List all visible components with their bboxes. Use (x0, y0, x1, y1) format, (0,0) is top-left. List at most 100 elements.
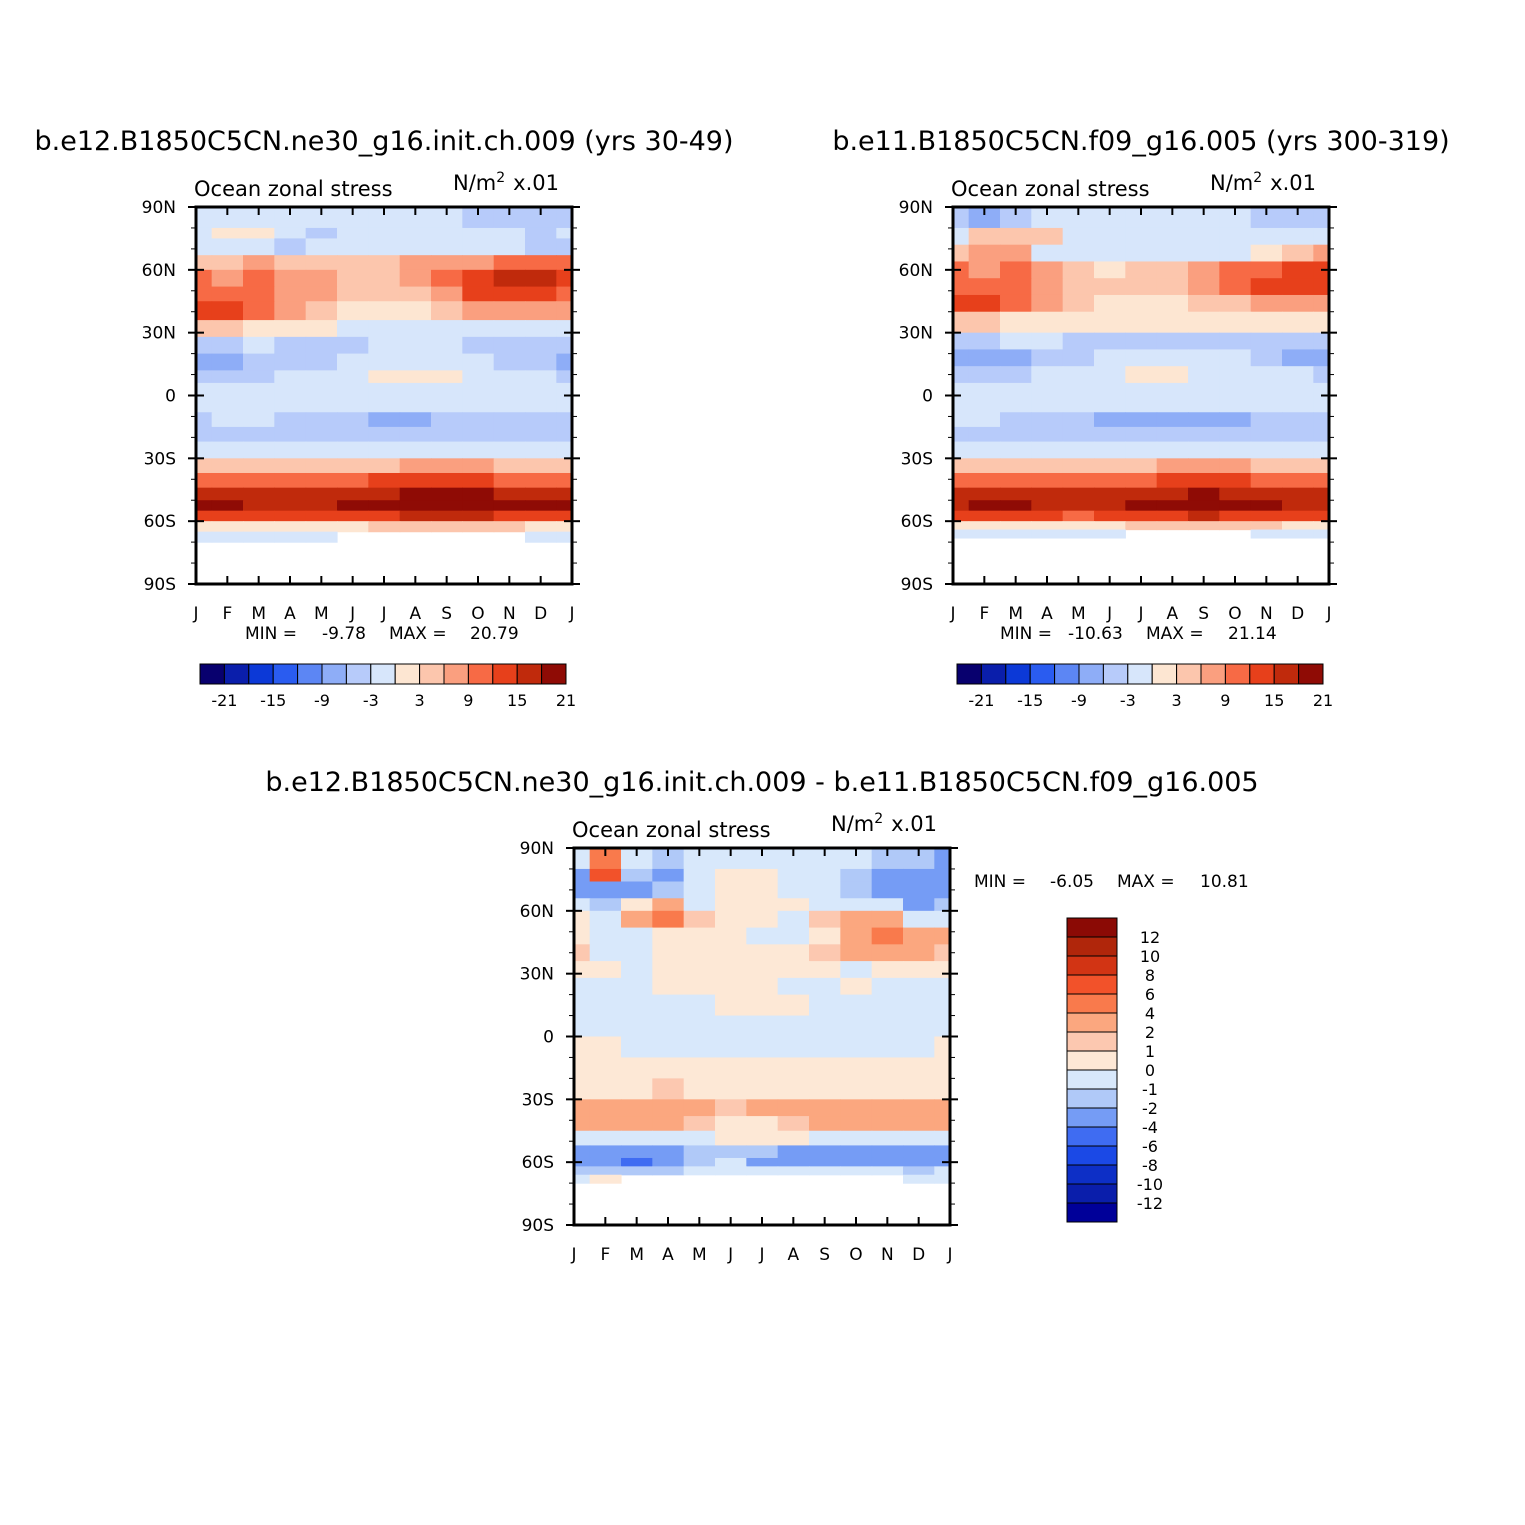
colorbar-box (1066, 1107, 1118, 1128)
heatmap-cell (1250, 521, 1283, 531)
heatmap-cell (934, 994, 951, 1017)
heatmap-cell (621, 881, 653, 899)
heatmap-cell (1313, 278, 1330, 296)
heatmap-cell (243, 269, 275, 288)
heatmap-cell (953, 294, 970, 313)
heatmap-cell (525, 353, 557, 371)
heatmap-cell (1250, 227, 1283, 246)
heatmap-cell (574, 927, 591, 945)
heatmap-cell (1188, 426, 1220, 443)
heatmap-cell (337, 286, 369, 302)
heatmap-cell (399, 353, 432, 371)
heatmap-cell (1094, 382, 1126, 397)
heatmap-cell (621, 1130, 653, 1147)
heatmap-cell (589, 1057, 622, 1079)
heatmap-cell (1313, 412, 1330, 428)
colorbar-label: 2 (1145, 1023, 1155, 1042)
heatmap-cell (953, 207, 970, 229)
heatmap-cell (715, 1078, 747, 1100)
heatmap-cell (1062, 366, 1095, 384)
heatmap-cell (556, 207, 573, 229)
heatmap-cell (1313, 244, 1330, 263)
heatmap-cell (1000, 472, 1032, 489)
heatmap-cell (431, 269, 463, 288)
heatmap-cell (1250, 500, 1283, 512)
heatmap-cell (589, 910, 622, 929)
panel-2-left-label: Ocean zonal stress (951, 177, 1150, 201)
heatmap-cell (953, 529, 970, 539)
heatmap-cell (211, 301, 244, 321)
heatmap-cell (1250, 395, 1283, 413)
heatmap-cell (493, 269, 526, 288)
panel-1-units-tail: x.01 (513, 171, 559, 195)
heatmap-cell (652, 1166, 685, 1176)
heatmap-cell (1282, 458, 1314, 474)
heatmap-cell (840, 1099, 873, 1117)
heatmap-cell (1282, 366, 1314, 384)
heatmap-cell (968, 332, 1001, 351)
heatmap-cell (840, 881, 873, 899)
heatmap-cell (809, 1166, 841, 1176)
y-tick-label: 90S (144, 575, 176, 595)
colorbar-box (1078, 663, 1104, 685)
x-tick-label: J (758, 1245, 764, 1265)
heatmap-cell (525, 336, 557, 355)
heatmap-cell (274, 521, 307, 533)
heatmap-cell (243, 320, 275, 338)
heatmap-cell (574, 881, 591, 899)
heatmap-cell (1062, 382, 1095, 397)
heatmap-cell (1156, 521, 1189, 531)
heatmap-cell (525, 412, 557, 428)
heatmap-cell (1125, 332, 1158, 351)
heatmap-cell (809, 881, 841, 899)
heatmap-cell (1156, 395, 1189, 413)
x-tick-label: F (222, 604, 232, 624)
heatmap-cell (777, 1116, 810, 1132)
heatmap-cell (462, 458, 495, 474)
heatmap-cell (1031, 521, 1064, 531)
heatmap-cell (1219, 332, 1252, 351)
heatmap-cell (243, 238, 275, 256)
heatmap-cell (462, 395, 495, 413)
heatmap-cell (556, 227, 573, 240)
heatmap-cell (1031, 529, 1064, 539)
heatmap-cell (368, 382, 401, 397)
heatmap-cell (574, 1078, 591, 1100)
heatmap-cell (746, 1157, 779, 1167)
heatmap-cell (953, 395, 970, 413)
heatmap-cell (556, 487, 573, 501)
heatmap-cell (431, 458, 463, 474)
colorbar-box (1127, 663, 1153, 685)
heatmap-cell (1282, 382, 1314, 397)
heatmap-cell (1282, 412, 1314, 428)
heatmap-cell (621, 994, 653, 1017)
heatmap-cell (399, 286, 432, 302)
heatmap-cell (1219, 227, 1252, 246)
heatmap-cell (274, 320, 307, 338)
heatmap-cell (1188, 366, 1220, 384)
heatmap-cell (211, 207, 244, 229)
heatmap-cell (652, 944, 685, 962)
heatmap-cell (243, 207, 275, 229)
heatmap-cell (525, 500, 557, 512)
heatmap-cell (652, 910, 685, 929)
heatmap-cell (683, 1157, 716, 1167)
heatmap-cell (1282, 472, 1314, 489)
heatmap-cell (953, 332, 970, 351)
heatmap-cell (1250, 441, 1283, 459)
heatmap-cell (777, 1166, 810, 1176)
heatmap-cell (462, 207, 495, 229)
heatmap-cell (493, 500, 526, 512)
heatmap-cell (525, 472, 557, 489)
heatmap-cell (196, 320, 213, 338)
colorbar-label: 21 (1313, 691, 1333, 710)
heatmap-cell (871, 1130, 904, 1147)
colorbar-label: 10 (1140, 947, 1160, 966)
heatmap-cell (1094, 349, 1126, 367)
heatmap-cell (399, 370, 432, 384)
heatmap-cell (652, 848, 685, 870)
heatmap-cell (525, 238, 557, 256)
heatmap-cell (431, 441, 463, 459)
